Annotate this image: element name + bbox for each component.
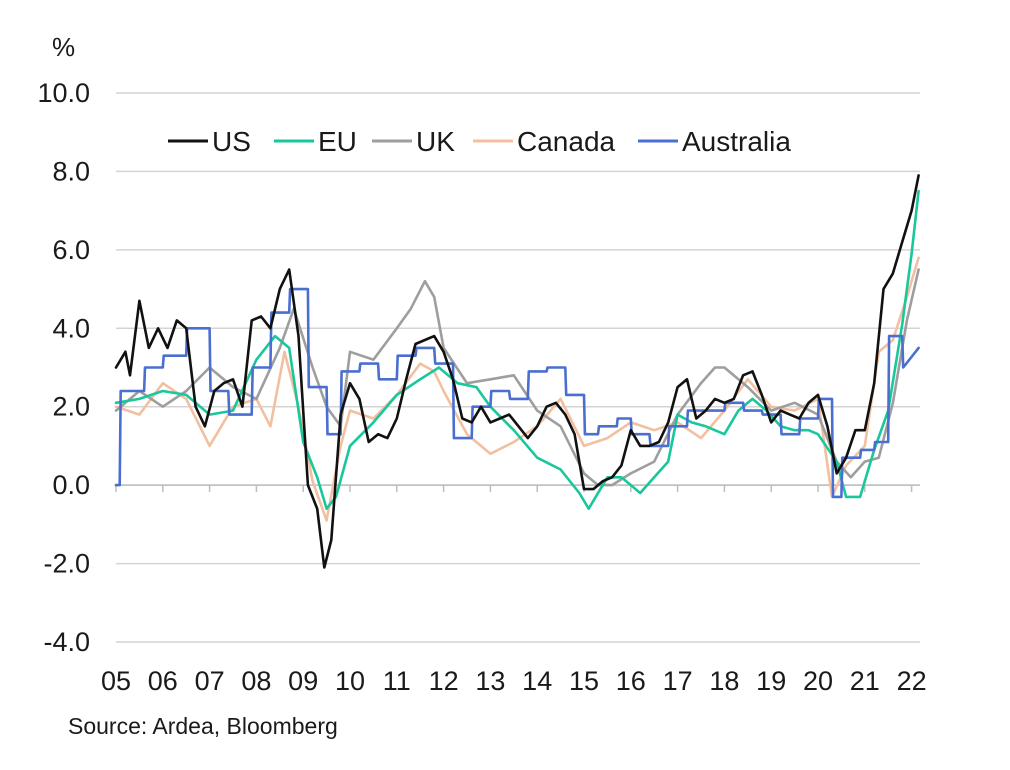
- series-lines: [114, 174, 920, 569]
- x-tick-label: 07: [195, 666, 225, 696]
- y-axis-ticks: 10.0 8.0 6.0 4.0 2.0 0.0 -2.0 -4.0: [37, 78, 90, 657]
- gridlines: [116, 92, 920, 643]
- y-unit-label: %: [52, 32, 75, 62]
- series-line-australia: [114, 287, 920, 499]
- x-tick-label: 08: [241, 666, 271, 696]
- x-tick-label: 14: [522, 666, 552, 696]
- x-tick-label: 19: [756, 666, 786, 696]
- y-tick-label: -2.0: [43, 549, 90, 579]
- x-tick-label: 15: [569, 666, 599, 696]
- series-line-us: [114, 174, 920, 569]
- x-tick-label: 20: [803, 666, 833, 696]
- source-note: Source: Ardea, Bloomberg: [68, 713, 338, 739]
- y-tick-label: 6.0: [52, 235, 90, 265]
- x-tick-label: 06: [148, 666, 178, 696]
- legend-label-us: US: [212, 126, 251, 157]
- legend: US EU UK Canada Australia: [168, 126, 791, 157]
- y-tick-label: 10.0: [37, 78, 90, 108]
- x-tick-label: 05: [101, 666, 131, 696]
- x-tick-label: 12: [429, 666, 459, 696]
- legend-label-canada: Canada: [517, 126, 616, 157]
- y-tick-label: 8.0: [52, 156, 90, 186]
- y-tick-label: 0.0: [52, 470, 90, 500]
- x-tick-label: 21: [850, 666, 880, 696]
- x-tick-label: 18: [709, 666, 739, 696]
- x-tick-label: 09: [288, 666, 318, 696]
- x-tick-label: 13: [475, 666, 505, 696]
- series-line-canada: [114, 256, 920, 522]
- x-tick-label: 17: [663, 666, 693, 696]
- y-tick-label: 2.0: [52, 392, 90, 422]
- x-axis-ticks: 05 06 07 08 09 10 11 12 13 14 15 16 17 18 19 20 21 22: [101, 485, 927, 696]
- y-tick-label: 4.0: [52, 313, 90, 343]
- x-tick-label: 10: [335, 666, 365, 696]
- x-tick-label: 22: [897, 666, 927, 696]
- x-tick-label: 11: [383, 666, 411, 696]
- series-line-uk: [114, 268, 920, 487]
- legend-label-eu: EU: [318, 126, 357, 157]
- y-tick-label: -4.0: [43, 627, 90, 657]
- legend-label-australia: Australia: [682, 126, 791, 157]
- x-tick-label: 16: [616, 666, 646, 696]
- legend-label-uk: UK: [416, 126, 455, 157]
- series-line-eu: [114, 189, 920, 511]
